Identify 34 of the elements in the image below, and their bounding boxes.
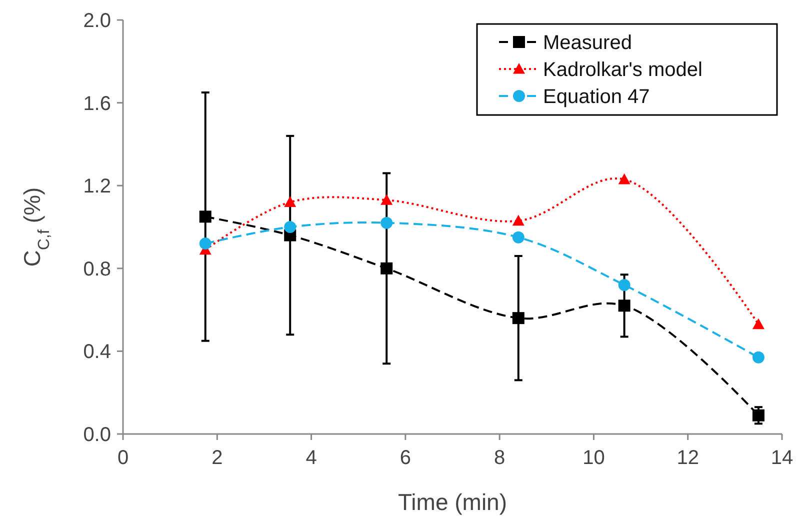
- y-tick-label: 0.8: [83, 258, 111, 280]
- point: [752, 318, 764, 330]
- x-axis-title: Time (min): [398, 489, 508, 515]
- point: [284, 196, 296, 207]
- y-tick-label: 0.0: [83, 424, 111, 446]
- point: [618, 300, 630, 312]
- point: [199, 238, 212, 250]
- x-tick-label: 4: [306, 447, 317, 469]
- y-tick-label: 0.4: [83, 341, 111, 364]
- point: [618, 173, 630, 184]
- legend-label: Kadrolkar's model: [543, 59, 702, 81]
- point: [618, 278, 630, 291]
- x-tick-label: 8: [494, 447, 506, 469]
- legend-label: Measured: [543, 32, 632, 54]
- point: [512, 214, 524, 226]
- y-tick-label: 2.0: [83, 10, 111, 32]
- x-tick-label: 2: [212, 447, 223, 469]
- legend-label: Equation 47: [543, 86, 650, 108]
- point: [512, 231, 524, 244]
- y-tick-label: 1.2: [83, 176, 111, 198]
- point: [380, 194, 393, 205]
- y-tick-label: 1.6: [83, 92, 111, 115]
- x-tick-label: 10: [582, 447, 605, 469]
- x-tick-label: 14: [770, 447, 794, 469]
- point: [380, 262, 393, 274]
- x-tick-label: 0: [117, 447, 129, 469]
- point: [284, 221, 296, 233]
- x-tick-label: 12: [676, 447, 699, 469]
- point: [752, 409, 764, 422]
- point: [380, 216, 393, 229]
- point: [752, 351, 764, 364]
- point: [199, 210, 212, 223]
- point: [512, 312, 524, 324]
- x-tick-label: 6: [400, 447, 411, 469]
